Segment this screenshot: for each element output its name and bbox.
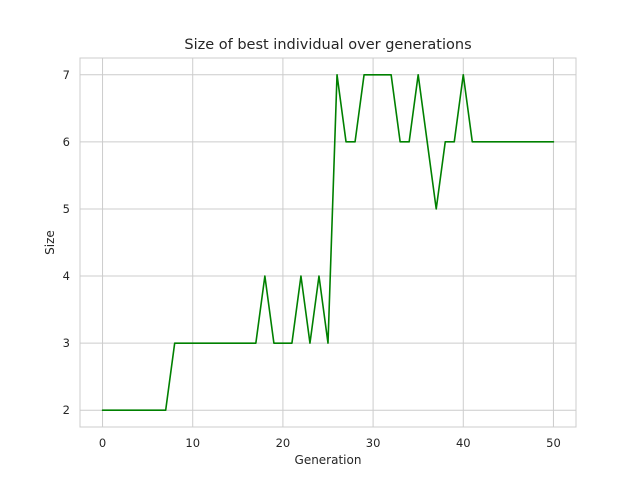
y-tick-label: 5 [63, 202, 70, 216]
series-line [101, 73, 555, 412]
x-tick-label: 10 [185, 436, 200, 450]
x-tick-label: 50 [546, 436, 561, 450]
chart-title: Size of best individual over generations [184, 37, 471, 53]
x-tick-label: 30 [366, 436, 381, 450]
y-tick-label: 3 [63, 336, 70, 350]
x-tick-label: 0 [99, 436, 106, 450]
y-tick-label: 2 [63, 403, 70, 417]
series-layer [101, 73, 555, 412]
x-tick-label: 20 [276, 436, 291, 450]
tick-labels: 0 10 20 30 40 50 2 3 4 5 6 7 [63, 68, 561, 450]
plot-frame [79, 57, 577, 428]
y-tick-label: 7 [63, 68, 70, 82]
y-tick-label: 4 [63, 269, 70, 283]
x-axis-label: Generation [295, 453, 362, 467]
x-tick-label: 40 [456, 436, 471, 450]
plot-area [80, 58, 576, 427]
y-axis-label: Size [43, 230, 57, 255]
y-tick-label: 6 [63, 135, 70, 149]
